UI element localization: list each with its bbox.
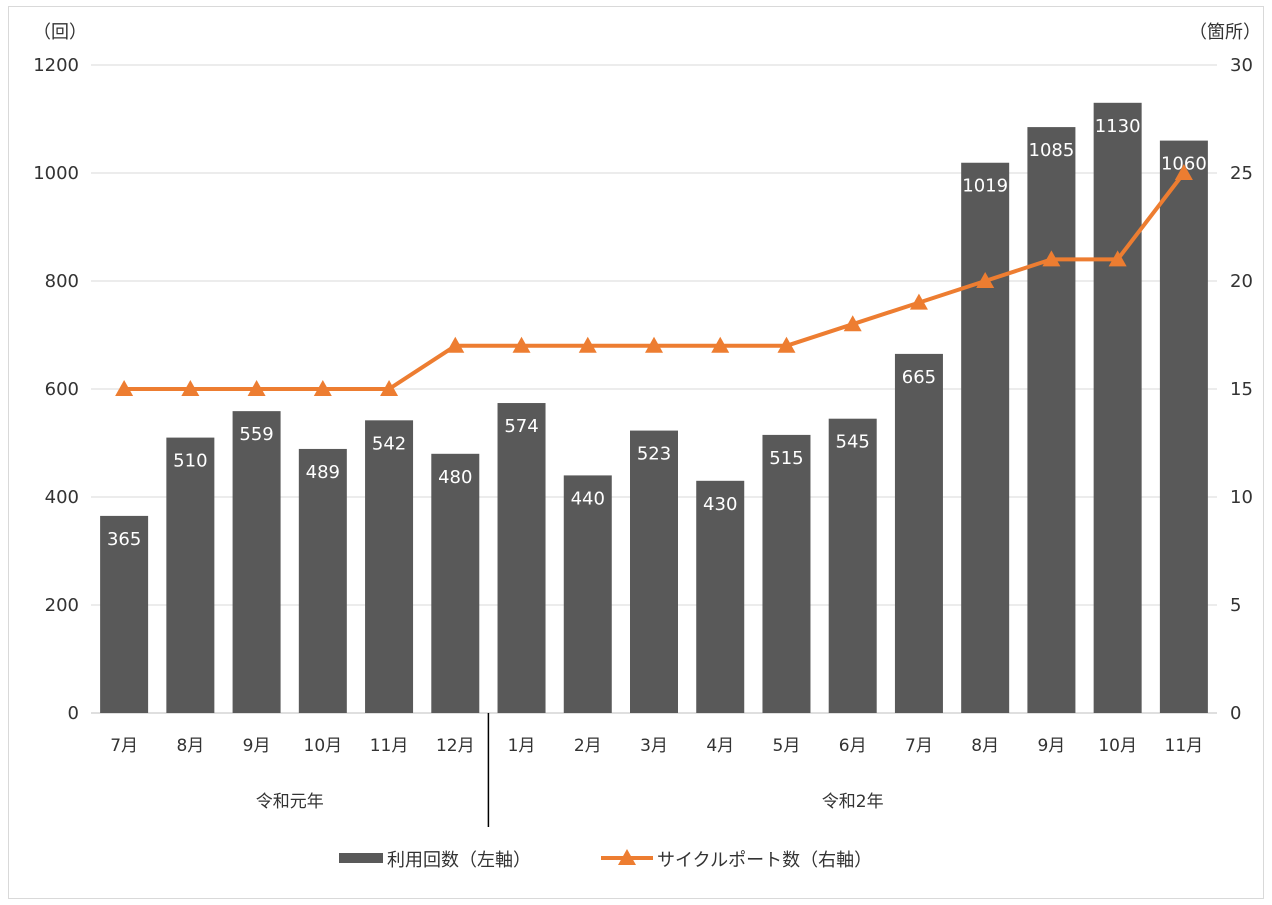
right-tick-label: 20: [1230, 271, 1253, 292]
line-marker: [843, 315, 862, 332]
bar-data-label: 1085: [1029, 140, 1075, 161]
legend: 利用回数（左軸） サイクルポート数（右軸）: [339, 849, 872, 871]
bar: [828, 418, 877, 713]
bar: [1027, 127, 1076, 714]
bar-data-label: 510: [173, 451, 207, 472]
bar: [630, 430, 678, 713]
line-marker: [446, 336, 465, 353]
bar-data-label: 545: [836, 432, 870, 453]
bar: [563, 475, 612, 713]
line-series: [115, 164, 1193, 396]
right-tick-label: 30: [1230, 55, 1253, 76]
bar-data-labels: 365 510 559 489 542 480 574 440 523 430 515 545 665 1…: [107, 116, 1207, 550]
bar: [166, 437, 215, 713]
line-marker: [380, 380, 399, 396]
category-label: 5月: [773, 736, 801, 756]
bar: [100, 515, 149, 713]
right-tick-label: 5: [1230, 595, 1241, 616]
bar: [961, 162, 1010, 714]
left-tick-label: 800: [45, 271, 79, 292]
bar-data-label: 559: [239, 424, 273, 445]
category-label: 11月: [1165, 736, 1204, 756]
bar-data-label: 365: [107, 529, 141, 550]
left-axis-unit: （回）: [33, 22, 87, 43]
group-label: 令和2年: [822, 792, 884, 812]
category-label: 9月: [1037, 736, 1065, 756]
bar-data-label: 574: [504, 416, 538, 437]
category-label: 1月: [508, 736, 536, 756]
bar: [298, 448, 347, 713]
bar-data-label: 515: [769, 448, 803, 469]
bar: [696, 480, 745, 713]
bar: [1159, 140, 1208, 714]
bar: [431, 453, 480, 713]
line-marker: [777, 336, 796, 353]
line-marker: [645, 336, 663, 353]
bar-data-label: 665: [902, 367, 936, 388]
left-tick-label: 1000: [33, 163, 79, 184]
left-tick-label: 0: [68, 703, 79, 724]
line-marker: [909, 293, 928, 310]
bar-series: [100, 102, 1208, 714]
category-label: 8月: [176, 736, 204, 756]
legend-line-marker: [618, 849, 636, 865]
right-axis-unit: （箇所）: [1189, 22, 1261, 43]
category-label: 11月: [370, 736, 409, 756]
category-label: 7月: [110, 736, 138, 756]
category-label: 6月: [839, 736, 867, 756]
bar-data-label: 440: [571, 488, 605, 509]
bar-data-label: 542: [372, 433, 406, 454]
bar-data-label: 430: [703, 494, 737, 515]
legend-bar-label: 利用回数（左軸）: [387, 850, 531, 871]
line-marker: [976, 272, 995, 288]
bar-data-label: 1019: [962, 176, 1008, 197]
line-marker: [512, 336, 531, 353]
bar-data-label: 523: [637, 444, 671, 465]
line-marker: [1108, 250, 1127, 267]
category-label: 7月: [905, 736, 933, 756]
legend-line-label: サイクルポート数（右軸）: [657, 850, 872, 871]
bar-data-label: 1060: [1161, 154, 1207, 175]
line-marker: [115, 380, 134, 396]
line-marker: [1174, 164, 1193, 180]
line-marker: [181, 380, 200, 396]
category-label: 3月: [640, 736, 668, 756]
legend-bar-swatch: [339, 853, 383, 863]
bar: [232, 411, 281, 713]
bar: [365, 420, 414, 713]
chart-frame: 0 200 400 600 800 1000 1200 0 5 10 15 20 25 30 （回） （箇所）…: [8, 6, 1264, 899]
bar: [1093, 102, 1142, 714]
category-label: 8月: [971, 736, 999, 756]
bar: [894, 353, 943, 713]
right-tick-label: 10: [1230, 487, 1253, 508]
bar-data-label: 1130: [1095, 116, 1141, 137]
line-marker: [578, 336, 597, 353]
right-tick-label: 25: [1230, 163, 1253, 184]
group-label: 令和元年: [256, 792, 324, 812]
line-marker: [711, 336, 730, 353]
category-label: 2月: [574, 736, 602, 756]
line-marker: [1042, 250, 1061, 267]
bar-data-label: 480: [438, 467, 472, 488]
left-tick-label: 400: [45, 487, 79, 508]
bar-data-label: 489: [306, 462, 340, 483]
category-label: 4月: [706, 736, 734, 756]
left-tick-label: 200: [45, 595, 79, 616]
line-marker: [247, 380, 266, 396]
category-axis: 7月 8月 9月 10月 11月 12月 1月 2月 3月 4月 5月 6月 7月 8月 9月 10月 11月令…: [110, 713, 1203, 827]
category-label: 12月: [436, 736, 475, 756]
right-tick-label: 15: [1230, 379, 1253, 400]
category-label: 9月: [243, 736, 271, 756]
left-tick-label: 600: [45, 379, 79, 400]
left-tick-label: 1200: [33, 55, 79, 76]
right-tick-label: 0: [1230, 703, 1241, 724]
category-label: 10月: [1098, 736, 1137, 756]
bar: [762, 434, 811, 713]
bar: [497, 403, 546, 713]
line-marker: [313, 380, 332, 396]
category-label: 10月: [304, 736, 343, 756]
